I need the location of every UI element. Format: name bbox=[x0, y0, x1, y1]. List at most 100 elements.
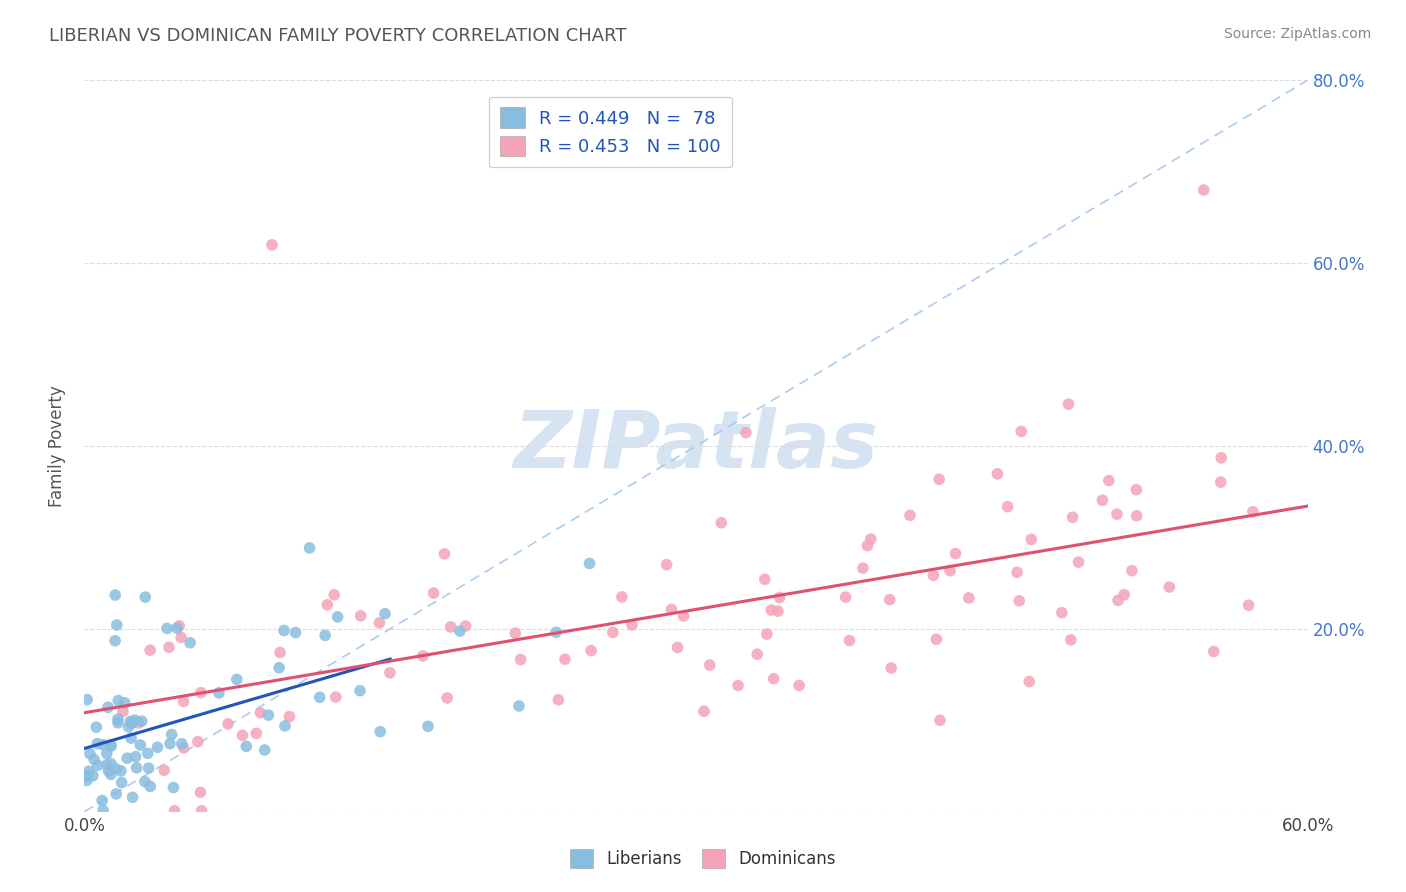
Point bbox=[96, 758, 118, 772]
Point bbox=[925, 632, 948, 647]
Point bbox=[762, 672, 785, 686]
Point bbox=[1107, 593, 1129, 607]
Y-axis label: Family Poverty: Family Poverty bbox=[48, 385, 66, 507]
Point bbox=[162, 780, 184, 795]
Point bbox=[433, 547, 456, 561]
Point bbox=[235, 739, 257, 754]
Point bbox=[554, 652, 576, 666]
Point bbox=[761, 603, 783, 617]
Point bbox=[378, 665, 401, 680]
Point bbox=[727, 679, 749, 693]
Point bbox=[349, 683, 371, 698]
Point bbox=[316, 598, 339, 612]
Point bbox=[986, 467, 1008, 481]
Point bbox=[754, 572, 776, 586]
Point bbox=[170, 737, 193, 751]
Point bbox=[129, 738, 152, 752]
Point bbox=[111, 705, 134, 719]
Point bbox=[169, 619, 191, 633]
Point bbox=[661, 602, 683, 616]
Point bbox=[1005, 566, 1028, 580]
Point bbox=[1241, 505, 1264, 519]
Point bbox=[120, 731, 142, 745]
Point bbox=[134, 590, 156, 604]
Point bbox=[1125, 483, 1147, 497]
Point bbox=[508, 698, 530, 713]
Point bbox=[163, 804, 186, 818]
Point bbox=[124, 749, 146, 764]
Point bbox=[1050, 606, 1073, 620]
Point bbox=[110, 775, 132, 789]
Point bbox=[156, 621, 179, 635]
Point bbox=[1209, 475, 1232, 490]
Point bbox=[1125, 508, 1147, 523]
Point bbox=[76, 692, 98, 706]
Point bbox=[115, 751, 138, 765]
Point bbox=[957, 591, 980, 605]
Point bbox=[107, 712, 129, 726]
Point bbox=[138, 761, 160, 775]
Point bbox=[325, 690, 347, 704]
Point bbox=[120, 714, 142, 729]
Point bbox=[838, 633, 860, 648]
Point bbox=[939, 564, 962, 578]
Point bbox=[173, 740, 195, 755]
Point bbox=[104, 588, 127, 602]
Point bbox=[509, 652, 531, 666]
Point bbox=[579, 643, 602, 657]
Point bbox=[368, 615, 391, 630]
Point bbox=[323, 588, 346, 602]
Point bbox=[249, 706, 271, 720]
Point bbox=[1091, 493, 1114, 508]
Text: ZIPatlas: ZIPatlas bbox=[513, 407, 879, 485]
Point bbox=[278, 709, 301, 723]
Point bbox=[269, 661, 291, 675]
Point bbox=[880, 661, 903, 675]
Point bbox=[578, 557, 600, 571]
Point bbox=[86, 737, 108, 751]
Point bbox=[834, 590, 856, 604]
Point bbox=[260, 238, 283, 252]
Point bbox=[100, 767, 122, 781]
Point bbox=[97, 764, 120, 778]
Point bbox=[173, 694, 195, 708]
Point bbox=[1019, 533, 1042, 547]
Point bbox=[125, 761, 148, 775]
Point bbox=[105, 618, 128, 632]
Point bbox=[75, 769, 97, 783]
Point bbox=[1159, 580, 1181, 594]
Point bbox=[1192, 183, 1215, 197]
Point bbox=[1008, 594, 1031, 608]
Point bbox=[86, 720, 108, 734]
Point bbox=[747, 647, 769, 661]
Point bbox=[76, 768, 98, 782]
Point bbox=[546, 625, 568, 640]
Point bbox=[314, 628, 336, 642]
Legend: Liberians, Dominicans: Liberians, Dominicans bbox=[564, 842, 842, 875]
Point bbox=[1060, 632, 1083, 647]
Point bbox=[655, 558, 678, 572]
Point bbox=[77, 764, 100, 779]
Point bbox=[153, 764, 176, 778]
Point bbox=[1018, 674, 1040, 689]
Point bbox=[82, 769, 104, 783]
Point bbox=[602, 625, 624, 640]
Point bbox=[298, 541, 321, 555]
Point bbox=[157, 640, 180, 655]
Point bbox=[1202, 644, 1225, 658]
Point bbox=[929, 713, 952, 727]
Point bbox=[755, 627, 778, 641]
Point bbox=[547, 692, 569, 706]
Point bbox=[159, 737, 181, 751]
Point bbox=[217, 717, 239, 731]
Point bbox=[374, 607, 396, 621]
Point bbox=[107, 693, 129, 707]
Point bbox=[735, 425, 758, 440]
Point bbox=[83, 752, 105, 766]
Point bbox=[253, 743, 276, 757]
Point bbox=[273, 624, 295, 638]
Point bbox=[436, 690, 458, 705]
Point bbox=[440, 620, 463, 634]
Point bbox=[190, 785, 212, 799]
Point bbox=[1067, 555, 1090, 569]
